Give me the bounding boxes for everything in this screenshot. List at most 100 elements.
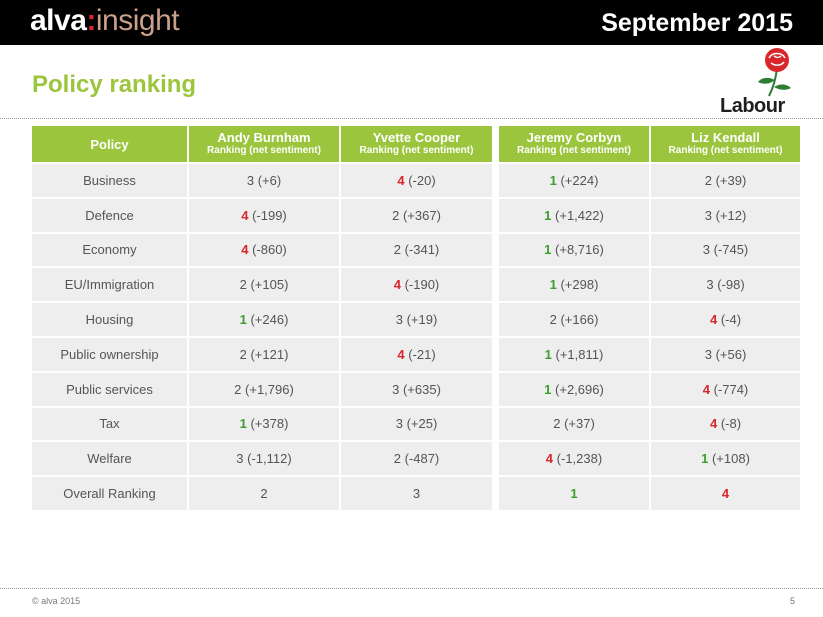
table-row: Public services 2 (+1,796) 3 (+635) 1 (+2,6… [32, 370, 802, 406]
table-row: Defence 4 (-199) 2 (+367) 1 (+1,422) 3 (+12) [32, 196, 802, 232]
rank-number: 1 [239, 312, 247, 328]
net-sentiment: (-20) [408, 172, 436, 188]
net-sentiment: (+8,716) [555, 242, 604, 258]
policy-name: Tax [32, 405, 189, 441]
net-sentiment: (-1,238) [556, 451, 603, 467]
net-sentiment: (+19) [406, 312, 438, 328]
net-sentiment: (+1,796) [245, 381, 294, 397]
net-sentiment: (-98) [717, 277, 745, 293]
policy-column-header: Policy [32, 126, 189, 162]
policy-name: EU/Immigration [32, 266, 189, 302]
ranking-cell: 3 (+56) [651, 335, 802, 371]
ranking-cell: 3 (-1,112) [189, 440, 341, 476]
net-sentiment: (-21) [408, 346, 436, 362]
net-sentiment: (-774) [713, 381, 749, 397]
candidate-header: Liz Kendall Ranking (net sentiment) [651, 126, 802, 162]
rank-number: 2 [393, 242, 401, 258]
ranking-cell: 2 (+367) [341, 196, 499, 232]
net-sentiment: (+121) [250, 346, 289, 362]
net-sentiment: (-190) [404, 277, 440, 293]
ranking-cell: 3 (-98) [651, 266, 802, 302]
rank-number: 4 [397, 346, 405, 362]
table-row: Economy 4 (-860) 2 (-341) 1 (+8,716) 3 (-745… [32, 231, 802, 267]
net-sentiment: (-860) [252, 242, 287, 258]
net-sentiment: (+367) [402, 207, 441, 223]
alva-insight-logo: alva:insight [30, 4, 180, 37]
ranking-cell: 2 (+105) [189, 266, 341, 302]
net-sentiment: (-8) [720, 416, 742, 432]
policy-name: Public services [32, 370, 189, 406]
ranking-cell: 4 [651, 475, 802, 510]
ranking-cell: 4 (-20) [341, 162, 499, 197]
net-sentiment: (+6) [257, 172, 282, 188]
ranking-cell: 2 (-487) [341, 440, 499, 476]
policy-name: Defence [32, 196, 189, 232]
rank-number: 3 [706, 277, 714, 293]
footer-divider [0, 588, 823, 589]
ranking-cell: 4 (-8) [651, 405, 802, 441]
ranking-cell: 3 (-745) [651, 231, 802, 267]
rank-number: 2 [704, 172, 712, 188]
rank-number: 4 [241, 207, 249, 223]
rank-number: 3 [412, 486, 421, 502]
rank-number: 1 [239, 416, 247, 432]
policy-name: Public ownership [32, 335, 189, 371]
rank-number: 2 [260, 486, 268, 502]
rank-number: 4 [545, 451, 554, 467]
ranking-cell: 3 (+19) [341, 301, 499, 336]
ranking-cell: 1 (+1,422) [499, 196, 651, 232]
ranking-cell: 4 (-860) [189, 231, 341, 267]
header-divider [0, 118, 823, 119]
top-banner: alva:insight September 2015 [0, 0, 823, 45]
net-sentiment: (-487) [404, 451, 440, 467]
labour-rose-icon [758, 48, 791, 97]
page-number: 5 [789, 596, 795, 606]
net-sentiment: (+298) [560, 277, 599, 293]
rank-number: 1 [570, 486, 578, 502]
ranking-cell: 4 (-1,238) [499, 440, 651, 476]
rank-number: 2 [239, 277, 247, 293]
rank-number: 2 [553, 416, 561, 432]
ranking-cell: 1 (+298) [499, 266, 651, 302]
rank-number: 3 [395, 312, 403, 328]
rank-number: 1 [701, 451, 709, 467]
rank-number: 3 [704, 346, 712, 362]
rank-number: 2 [393, 451, 401, 467]
table-header-row: Policy Andy Burnham Ranking (net sentimen… [32, 126, 802, 162]
table-row: EU/Immigration 2 (+105) 4 (-190) 1 (+298) 3 … [32, 266, 802, 302]
table-row: Welfare 3 (-1,112) 2 (-487) 4 (-1,238) 1 (+1… [32, 440, 802, 476]
policy-name: Welfare [32, 440, 189, 476]
ranking-cell: 3 (+25) [341, 405, 499, 441]
table-row: Business 3 (+6) 4 (-20) 1 (+224) 2 (+39) [32, 162, 802, 197]
net-sentiment: (-1,112) [247, 451, 292, 467]
ranking-cell: 1 (+108) [651, 440, 802, 476]
rank-number: 4 [721, 486, 730, 502]
net-sentiment: (-341) [404, 242, 440, 258]
rank-number: 3 [702, 242, 710, 258]
ranking-cell: 4 (-4) [651, 301, 802, 336]
ranking-cell: 2 (+39) [651, 162, 802, 197]
ranking-cell: 4 (-199) [189, 196, 341, 232]
rank-number: 4 [393, 277, 401, 293]
report-date: September 2015 [601, 9, 793, 37]
net-sentiment: (+166) [560, 312, 599, 328]
rank-number: 3 [236, 451, 244, 467]
net-sentiment: (+224) [560, 172, 599, 188]
table-row: Overall Ranking 2 3 1 4 [32, 475, 802, 510]
ranking-cell: 1 (+378) [189, 405, 341, 441]
rank-number: 4 [397, 172, 405, 188]
rank-number: 1 [544, 346, 552, 362]
table-row: Housing 1 (+246) 3 (+19) 2 (+166) 4 (-4) [32, 301, 802, 336]
rank-number: 1 [544, 242, 552, 258]
ranking-cell: 2 (+166) [499, 301, 651, 336]
policy-ranking-table: Policy Andy Burnham Ranking (net sentimen… [32, 126, 802, 510]
ranking-cell: 1 (+1,811) [499, 335, 651, 371]
ranking-cell: 2 (+37) [499, 405, 651, 441]
table-row: Tax 1 (+378) 3 (+25) 2 (+37) 4 (-8) [32, 405, 802, 441]
candidate-header: Jeremy Corbyn Ranking (net sentiment) [499, 126, 651, 162]
ranking-cell: 2 (+1,796) [189, 370, 341, 406]
ranking-cell: 2 (+121) [189, 335, 341, 371]
net-sentiment: (+108) [711, 451, 750, 467]
net-sentiment: (+1,811) [555, 346, 604, 362]
rank-number: 1 [544, 381, 552, 397]
